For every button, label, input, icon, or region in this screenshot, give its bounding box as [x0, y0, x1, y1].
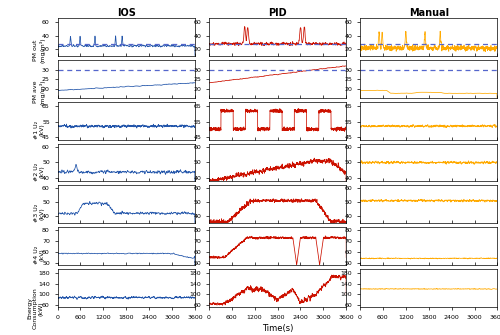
Text: Time(s): Time(s) [262, 324, 293, 333]
Y-axis label: #1 U₂
(kV): #1 U₂ (kV) [34, 121, 44, 139]
Y-axis label: #4 U₂
(kV): #4 U₂ (kV) [34, 246, 44, 264]
Y-axis label: PM out
(mg/m³): PM out (mg/m³) [33, 38, 45, 63]
Y-axis label: Energy
Consumption
(kW): Energy Consumption (kW) [27, 287, 44, 329]
Y-axis label: PM ave
(mg/m³): PM ave (mg/m³) [33, 79, 45, 105]
Title: IOS: IOS [117, 8, 136, 18]
Title: PID: PID [268, 8, 287, 18]
Y-axis label: #3 U₂
(kV): #3 U₂ (kV) [34, 204, 44, 222]
Title: Manual: Manual [408, 8, 449, 18]
Y-axis label: #2 U₂
(kV): #2 U₂ (kV) [34, 162, 44, 181]
